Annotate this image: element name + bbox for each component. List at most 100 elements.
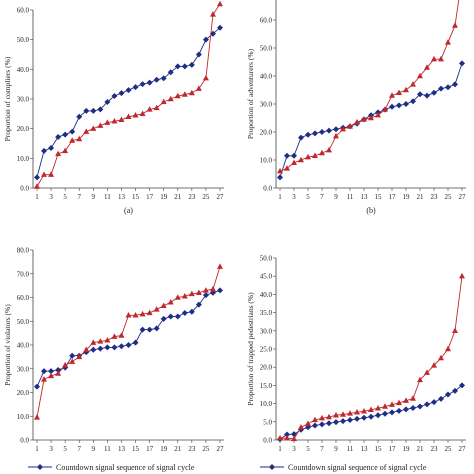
data-point-triangle <box>41 376 48 382</box>
data-point-triangle <box>139 110 146 117</box>
x-tick-label: 7 <box>77 445 81 453</box>
data-point-diamond <box>118 343 125 350</box>
x-tick-label: 27 <box>217 445 225 453</box>
data-point-triangle <box>438 55 444 62</box>
data-point-triangle <box>104 119 111 125</box>
data-point-diamond <box>452 387 458 394</box>
x-tick-label: 21 <box>174 193 182 201</box>
data-point-diamond <box>132 339 139 346</box>
data-point-triangle <box>431 55 437 62</box>
x-tick-label: 17 <box>389 445 397 453</box>
data-point-diamond <box>438 85 444 92</box>
x-tick-label: 9 <box>92 445 96 453</box>
y-tick-label: 80.0 <box>17 247 30 255</box>
data-point-triangle <box>202 287 209 293</box>
data-point-diamond <box>354 415 360 422</box>
data-point-diamond <box>34 174 40 181</box>
data-point-diamond <box>319 129 325 135</box>
x-tick-label: 3 <box>49 445 53 453</box>
data-point-triangle <box>319 414 325 421</box>
y-tick-label: 40.0 <box>260 73 273 81</box>
data-point-triangle <box>368 406 374 412</box>
data-point-diamond <box>69 352 76 359</box>
x-tick-label: 17 <box>389 193 397 201</box>
data-point-diamond <box>153 325 160 332</box>
x-tick-label: 23 <box>188 193 196 201</box>
data-point-triangle <box>90 339 97 345</box>
data-point-diamond <box>48 368 55 375</box>
data-point-triangle <box>277 167 283 174</box>
data-point-triangle <box>118 116 125 122</box>
series-1 <box>277 60 465 181</box>
x-tick-label: 25 <box>202 445 210 453</box>
y-tick-label: 70.0 <box>17 270 30 278</box>
data-point-diamond <box>445 84 451 91</box>
data-point-triangle <box>76 135 83 142</box>
legend: Countdown signal sequence of signal cycl… <box>28 463 195 472</box>
x-tick-label: 13 <box>118 445 126 453</box>
data-point-diamond <box>333 126 339 133</box>
data-point-diamond <box>417 403 423 410</box>
data-point-triangle <box>403 86 409 93</box>
x-tick-label: 21 <box>174 445 182 453</box>
data-point-triangle <box>97 122 104 128</box>
data-point-triangle <box>375 111 381 118</box>
data-point-triangle <box>459 272 465 279</box>
x-tick-label: 13 <box>361 445 369 453</box>
data-point-diamond <box>174 63 181 70</box>
x-tick-label: 17 <box>146 445 154 453</box>
data-point-diamond <box>312 422 318 429</box>
data-point-diamond <box>403 101 409 107</box>
data-point-triangle <box>97 338 104 344</box>
y-tick-label: 60.0 <box>260 17 273 25</box>
data-point-diamond <box>459 382 465 389</box>
data-point-diamond <box>132 84 139 91</box>
series-line <box>279 63 463 178</box>
y-axis-label: Proportion of trapped pedestrians (%) <box>246 292 255 406</box>
x-tick-label: 25 <box>202 193 210 201</box>
y-tick-label: 0.0 <box>20 185 29 193</box>
x-tick-label: 9 <box>334 445 338 453</box>
data-point-triangle <box>389 401 395 407</box>
data-point-diamond <box>167 313 174 320</box>
data-point-diamond <box>167 69 174 76</box>
data-point-triangle <box>62 147 69 154</box>
x-tick-label: 11 <box>347 445 354 453</box>
x-tick-label: 21 <box>417 193 425 201</box>
data-point-diamond <box>34 383 40 390</box>
data-point-triangle <box>153 306 160 312</box>
data-point-triangle <box>305 420 311 426</box>
data-point-triangle <box>298 156 304 163</box>
y-tick-label: 50.0 <box>260 45 273 53</box>
x-tick-label: 27 <box>217 193 225 201</box>
data-point-triangle <box>48 372 55 379</box>
x-tick-label: 11 <box>104 445 111 453</box>
data-point-diamond <box>217 24 223 31</box>
x-tick-label: 3 <box>49 193 53 201</box>
data-point-triangle <box>361 407 367 414</box>
data-point-triangle <box>217 263 223 269</box>
data-point-diamond <box>284 152 290 159</box>
data-point-diamond <box>48 144 55 151</box>
y-tick-label: 30.0 <box>17 365 30 373</box>
data-point-diamond <box>217 287 223 294</box>
data-point-diamond <box>452 81 458 88</box>
y-axis-label: Proportion of adventurers (%) <box>246 48 255 139</box>
data-point-diamond <box>97 345 104 352</box>
x-tick-label: 7 <box>77 193 81 201</box>
y-tick-label: 35.0 <box>260 309 273 317</box>
x-tick-label: 15 <box>132 193 140 201</box>
data-point-diamond <box>125 342 132 348</box>
data-point-triangle <box>34 414 40 420</box>
data-point-triangle <box>167 95 174 102</box>
data-point-triangle <box>424 64 430 70</box>
data-point-triangle <box>284 165 290 171</box>
x-tick-label: 19 <box>160 193 168 201</box>
data-point-diamond <box>389 103 395 110</box>
data-point-diamond <box>368 413 374 420</box>
data-point-triangle <box>55 150 62 157</box>
data-point-triangle <box>284 434 290 441</box>
data-point-diamond <box>333 419 339 426</box>
data-point-triangle <box>368 114 374 121</box>
x-tick-label: 11 <box>104 193 111 201</box>
